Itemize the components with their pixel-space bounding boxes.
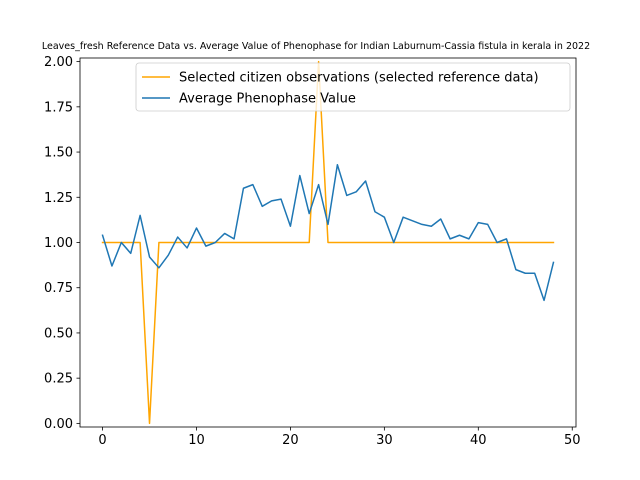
y-tick-label: 0.50 [44,326,73,341]
series-line-0 [101,60,555,425]
y-tick-label: 0.75 [44,281,73,296]
legend-label-0: Selected citizen observations (selected … [179,71,539,86]
x-tick-label: 10 [188,433,205,448]
x-axis: 0 10 20 30 40 50 [98,427,581,448]
x-tick-label: 50 [564,433,581,448]
x-tick-label: 30 [376,433,393,448]
y-tick-label: 1.00 [44,236,73,251]
y-tick-label: 1.25 [44,191,73,206]
legend: Selected citizen observations (selected … [135,62,571,112]
y-tick-label: 2.00 [44,55,73,70]
legend-box [135,62,571,112]
series-line-1 [101,163,555,302]
y-tick-label: 0.25 [44,372,73,387]
y-tick-label: 0.00 [44,417,73,432]
y-tick-label: 1.50 [44,146,73,161]
plot-area [79,57,577,428]
legend-label-1: Average Phenophase Value [179,92,356,107]
x-tick-label: 20 [282,433,299,448]
x-tick-label: 40 [470,433,487,448]
chart-title: Leaves_fresh Reference Data vs. Average … [42,41,590,52]
x-tick-label: 0 [98,433,106,448]
y-axis: 0.00 0.25 0.50 0.75 1.00 1.25 1.50 1.75 2.00 [44,55,80,432]
y-tick-label: 1.75 [44,100,73,115]
